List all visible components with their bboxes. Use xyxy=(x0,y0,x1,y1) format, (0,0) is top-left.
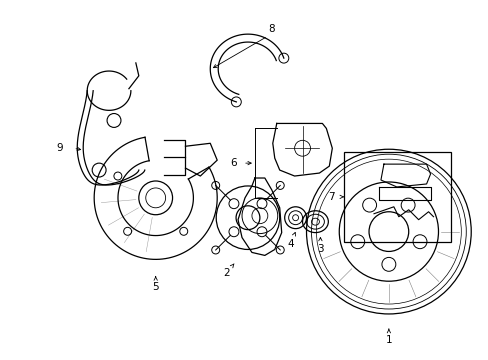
Text: 6: 6 xyxy=(229,158,236,168)
Text: 2: 2 xyxy=(223,264,234,278)
Text: 5: 5 xyxy=(152,276,159,292)
Text: 1: 1 xyxy=(385,329,391,345)
Text: 8: 8 xyxy=(268,24,275,34)
Text: 9: 9 xyxy=(56,143,62,153)
Bar xyxy=(344,152,450,242)
Text: 3: 3 xyxy=(316,238,323,255)
Text: 7: 7 xyxy=(327,192,334,202)
Text: 4: 4 xyxy=(287,233,295,248)
